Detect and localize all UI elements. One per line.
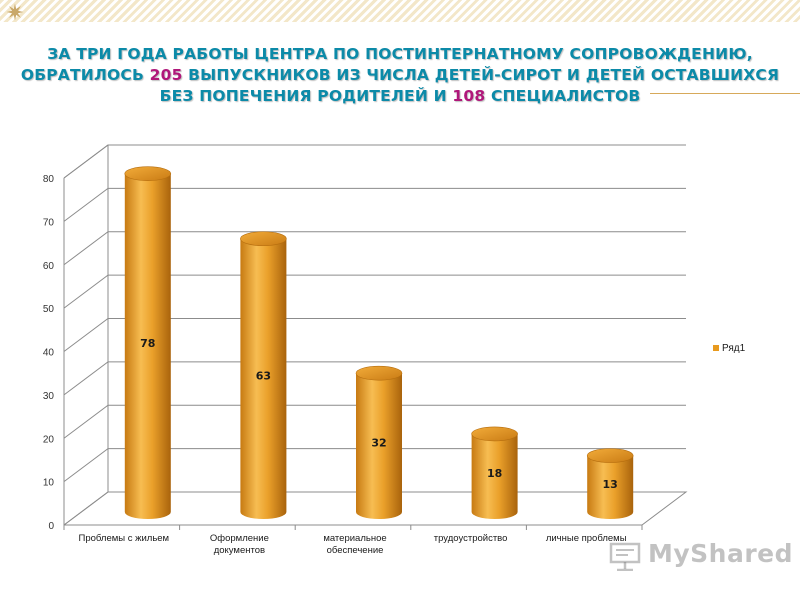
chart-legend: Ряд1 (713, 343, 746, 354)
y-tick-label: 60 (43, 261, 55, 272)
title-text-3: специалистов (485, 87, 641, 105)
gridline (63, 231, 686, 266)
bar-body (124, 173, 171, 520)
chart-bars (124, 166, 634, 520)
title-text-1: За три года работы центра по постинтерна… (20, 45, 753, 84)
star-icon: ✷ (5, 0, 25, 25)
y-tick-label: 80 (43, 174, 55, 185)
bar-body (587, 455, 634, 519)
data-label: 63 (256, 369, 271, 382)
x-tick-label: документов (214, 545, 265, 556)
bar-cap (471, 426, 518, 442)
bar (240, 231, 287, 520)
x-tick-label: Оформление (210, 533, 269, 544)
x-tick-label: обеспечение (327, 545, 384, 556)
gridline (63, 144, 686, 179)
bar-cap (240, 231, 287, 247)
title-number-graduates: 205 (149, 66, 183, 84)
y-tick-label: 10 (43, 478, 55, 489)
bar-body (471, 433, 518, 519)
y-tick-label: 30 (43, 391, 55, 402)
bar-cap (124, 166, 172, 181)
bar (124, 166, 172, 520)
bar (471, 426, 518, 519)
bar-cap (355, 365, 403, 381)
slide-title: За три года работы центра по постинтерна… (20, 44, 780, 107)
chart-labels: 78 63 32 18 13 Проблемы с жильем Оформлениедок… (79, 337, 627, 556)
legend-swatch (713, 345, 719, 351)
gridline (63, 361, 686, 396)
bar (355, 365, 403, 519)
bar-cap (586, 448, 634, 463)
bar-body (240, 238, 287, 520)
chart-axes: 0 10 20 30 40 50 60 70 80 (43, 174, 643, 532)
y-tick-label: 50 (43, 304, 55, 315)
x-tick-label: Проблемы с жильем (79, 533, 170, 544)
y-tick-label: 0 (48, 521, 54, 532)
y-tick-label: 40 (43, 348, 55, 359)
x-tick-label: трудоустройство (434, 533, 508, 544)
bar (586, 448, 634, 519)
data-label: 13 (603, 478, 618, 491)
gridline (63, 274, 686, 309)
gridline (63, 318, 686, 352)
decorative-header-stripe (0, 0, 800, 22)
gridline (63, 187, 686, 222)
title-divider (650, 93, 800, 94)
watermark: MyShared (604, 537, 794, 577)
data-label: 32 (371, 437, 386, 450)
x-tick-label: материальное (323, 533, 386, 544)
gridline (63, 404, 686, 439)
legend-label: Ряд1 (722, 343, 746, 354)
y-tick-label: 20 (43, 434, 55, 445)
title-text-2: выпускников из числа детей-сирот и детей… (159, 66, 780, 105)
bar-body (356, 373, 402, 519)
watermark-text: MyShared (648, 539, 794, 568)
y-tick-label: 70 (43, 217, 55, 228)
title-number-specialists: 108 (452, 87, 486, 105)
x-tick-label: личные проблемы (546, 533, 627, 544)
presentation-board-icon (609, 542, 641, 571)
data-label: 18 (487, 467, 502, 480)
data-label: 78 (140, 337, 155, 350)
